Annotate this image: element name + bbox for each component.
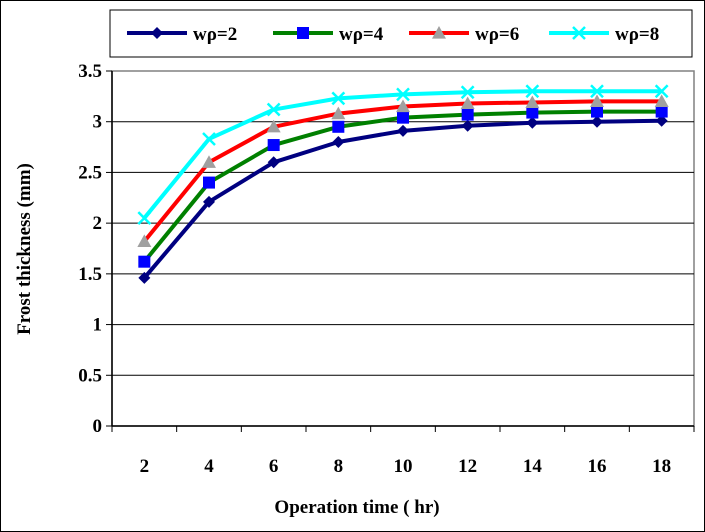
data-point bbox=[396, 87, 410, 102]
y-tick-label: 1 bbox=[93, 315, 103, 336]
data-point bbox=[138, 255, 151, 268]
x-tick-label: 4 bbox=[204, 456, 214, 477]
data-point bbox=[590, 94, 604, 108]
data-point bbox=[202, 132, 216, 146]
y-tick-label: 1.5 bbox=[78, 264, 102, 285]
data-point bbox=[460, 96, 475, 110]
data-point bbox=[332, 120, 345, 133]
data-point bbox=[266, 119, 281, 133]
legend-marker bbox=[432, 26, 446, 39]
x-tick-label: 16 bbox=[588, 456, 607, 477]
x-tick-label: 12 bbox=[458, 456, 477, 477]
data-point bbox=[525, 95, 540, 109]
legend: wρ=2 wρ=4 wρ=6 wρ=8 bbox=[109, 9, 693, 58]
plot-background bbox=[111, 70, 695, 427]
y-tick-label: 2.5 bbox=[78, 162, 102, 183]
data-point bbox=[654, 84, 669, 99]
data-point bbox=[397, 111, 409, 124]
data-point bbox=[526, 116, 539, 129]
x-tick-label: 14 bbox=[523, 456, 543, 477]
data-point bbox=[526, 106, 539, 119]
legend-marker bbox=[572, 26, 586, 40]
data-point bbox=[654, 94, 669, 108]
data-point bbox=[202, 155, 216, 168]
data-point bbox=[396, 99, 410, 113]
data-point bbox=[266, 102, 281, 117]
legend-label: wρ=6 bbox=[475, 24, 519, 45]
plot-area: 0 0.5 1 1.5 2 2.5 3 3.5 2 4 6 8 10 12 14 16 18 bbox=[78, 61, 695, 477]
legend-label: wρ=4 bbox=[339, 24, 384, 45]
legend-marker bbox=[297, 27, 309, 39]
data-point bbox=[591, 115, 603, 128]
data-point bbox=[461, 108, 474, 121]
data-point bbox=[525, 84, 540, 99]
x-tick-label: 8 bbox=[334, 456, 344, 477]
data-point bbox=[655, 114, 668, 127]
legend-label: wρ=8 bbox=[615, 24, 659, 45]
data-point bbox=[397, 124, 409, 137]
data-point bbox=[590, 84, 604, 99]
x-tick-label: 18 bbox=[652, 456, 671, 477]
y-tick-label: 3 bbox=[93, 112, 103, 133]
data-point bbox=[203, 176, 215, 189]
data-point bbox=[137, 211, 152, 225]
x-tick-label: 10 bbox=[394, 456, 413, 477]
data-point bbox=[137, 234, 152, 247]
legend-marker bbox=[151, 27, 163, 39]
data-point bbox=[461, 119, 474, 132]
data-point bbox=[331, 106, 346, 120]
y-tick-label: 2 bbox=[93, 213, 103, 234]
y-axis-title: Frost thickness (mm) bbox=[14, 163, 35, 335]
data-point bbox=[332, 136, 345, 148]
data-point bbox=[460, 85, 475, 100]
x-tick-label: 2 bbox=[140, 456, 150, 477]
data-point bbox=[591, 105, 603, 118]
data-point bbox=[331, 91, 346, 106]
data-point bbox=[138, 271, 151, 284]
x-axis-title: Operation time ( hr) bbox=[274, 497, 439, 518]
data-point bbox=[267, 139, 280, 152]
data-point bbox=[203, 195, 215, 208]
x-tick-label: 6 bbox=[269, 456, 279, 477]
y-tick-label: 3.5 bbox=[78, 61, 102, 82]
legend-label: wρ=2 bbox=[193, 24, 237, 45]
data-point bbox=[655, 105, 668, 118]
y-tick-label: 0 bbox=[93, 416, 103, 437]
y-tick-label: 0.5 bbox=[78, 365, 102, 386]
data-point bbox=[267, 156, 280, 169]
